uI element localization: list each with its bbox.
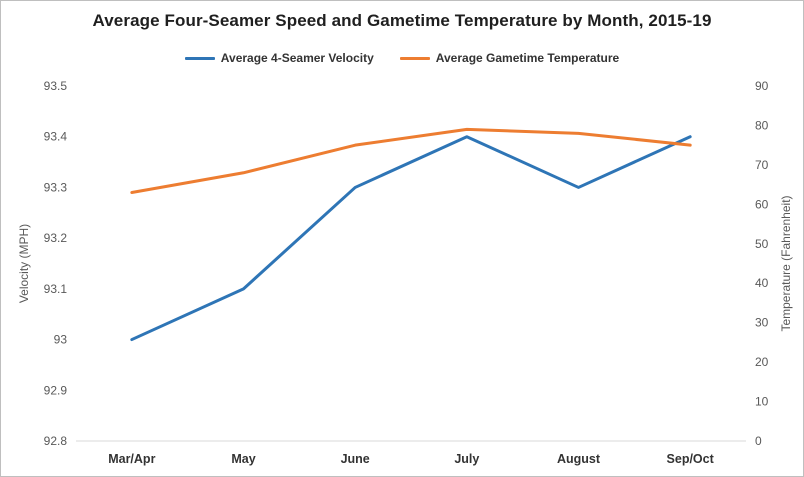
legend-label-temperature: Average Gametime Temperature	[435, 51, 620, 65]
right-axis-tick-label: 20	[755, 355, 769, 369]
left-axis-tick-label: 93.5	[44, 79, 68, 93]
series-line-temperature	[130, 127, 692, 194]
right-axis-tick-label: 80	[755, 118, 769, 132]
right-axis-tick-label: 90	[755, 79, 769, 93]
right-axis-title: Temperature (Fahrenheit)	[779, 195, 793, 331]
right-axis-tick-label: 70	[755, 158, 769, 172]
chart-legend: Average 4-Seamer Velocity Average Gameti…	[1, 51, 803, 65]
right-axis-tick-label: 40	[755, 276, 769, 290]
right-axis-tick-label: 0	[755, 434, 762, 448]
left-axis-tick-label: 93.1	[44, 282, 68, 296]
left-axis-tick-label: 92.9	[44, 383, 68, 397]
legend-label-velocity: Average 4-Seamer Velocity	[220, 51, 374, 65]
left-axis-tick-label: 92.8	[44, 434, 68, 448]
x-axis-category-label: June	[341, 452, 370, 466]
x-axis-category-label: August	[557, 452, 601, 466]
legend-line-swatch-velocity	[184, 56, 215, 60]
legend-line-swatch-temperature	[399, 56, 430, 60]
left-axis-tick-label: 93	[54, 333, 68, 347]
right-axis-tick-label: 10	[755, 395, 769, 409]
chart-title: Average Four-Seamer Speed and Gametime T…	[92, 11, 712, 30]
x-axis-category-label: July	[454, 452, 479, 466]
x-axis-category-label: Mar/Apr	[108, 452, 155, 466]
left-axis-title: Velocity (MPH)	[17, 224, 31, 303]
legend-item-temperature: Average Gametime Temperature	[399, 51, 620, 65]
x-axis-category-label: Sep/Oct	[667, 452, 715, 466]
right-axis-tick-label: 60	[755, 197, 769, 211]
right-axis-tick-label: 50	[755, 237, 769, 251]
legend-item-velocity: Average 4-Seamer Velocity	[184, 51, 374, 65]
series-line-velocity	[130, 135, 692, 342]
left-axis-tick-label: 93.4	[44, 130, 68, 144]
left-axis-tick-label: 93.3	[44, 180, 68, 194]
left-axis-tick-label: 93.2	[44, 231, 68, 245]
x-axis-category-label: May	[231, 452, 255, 466]
right-axis-tick-label: 30	[755, 316, 769, 330]
